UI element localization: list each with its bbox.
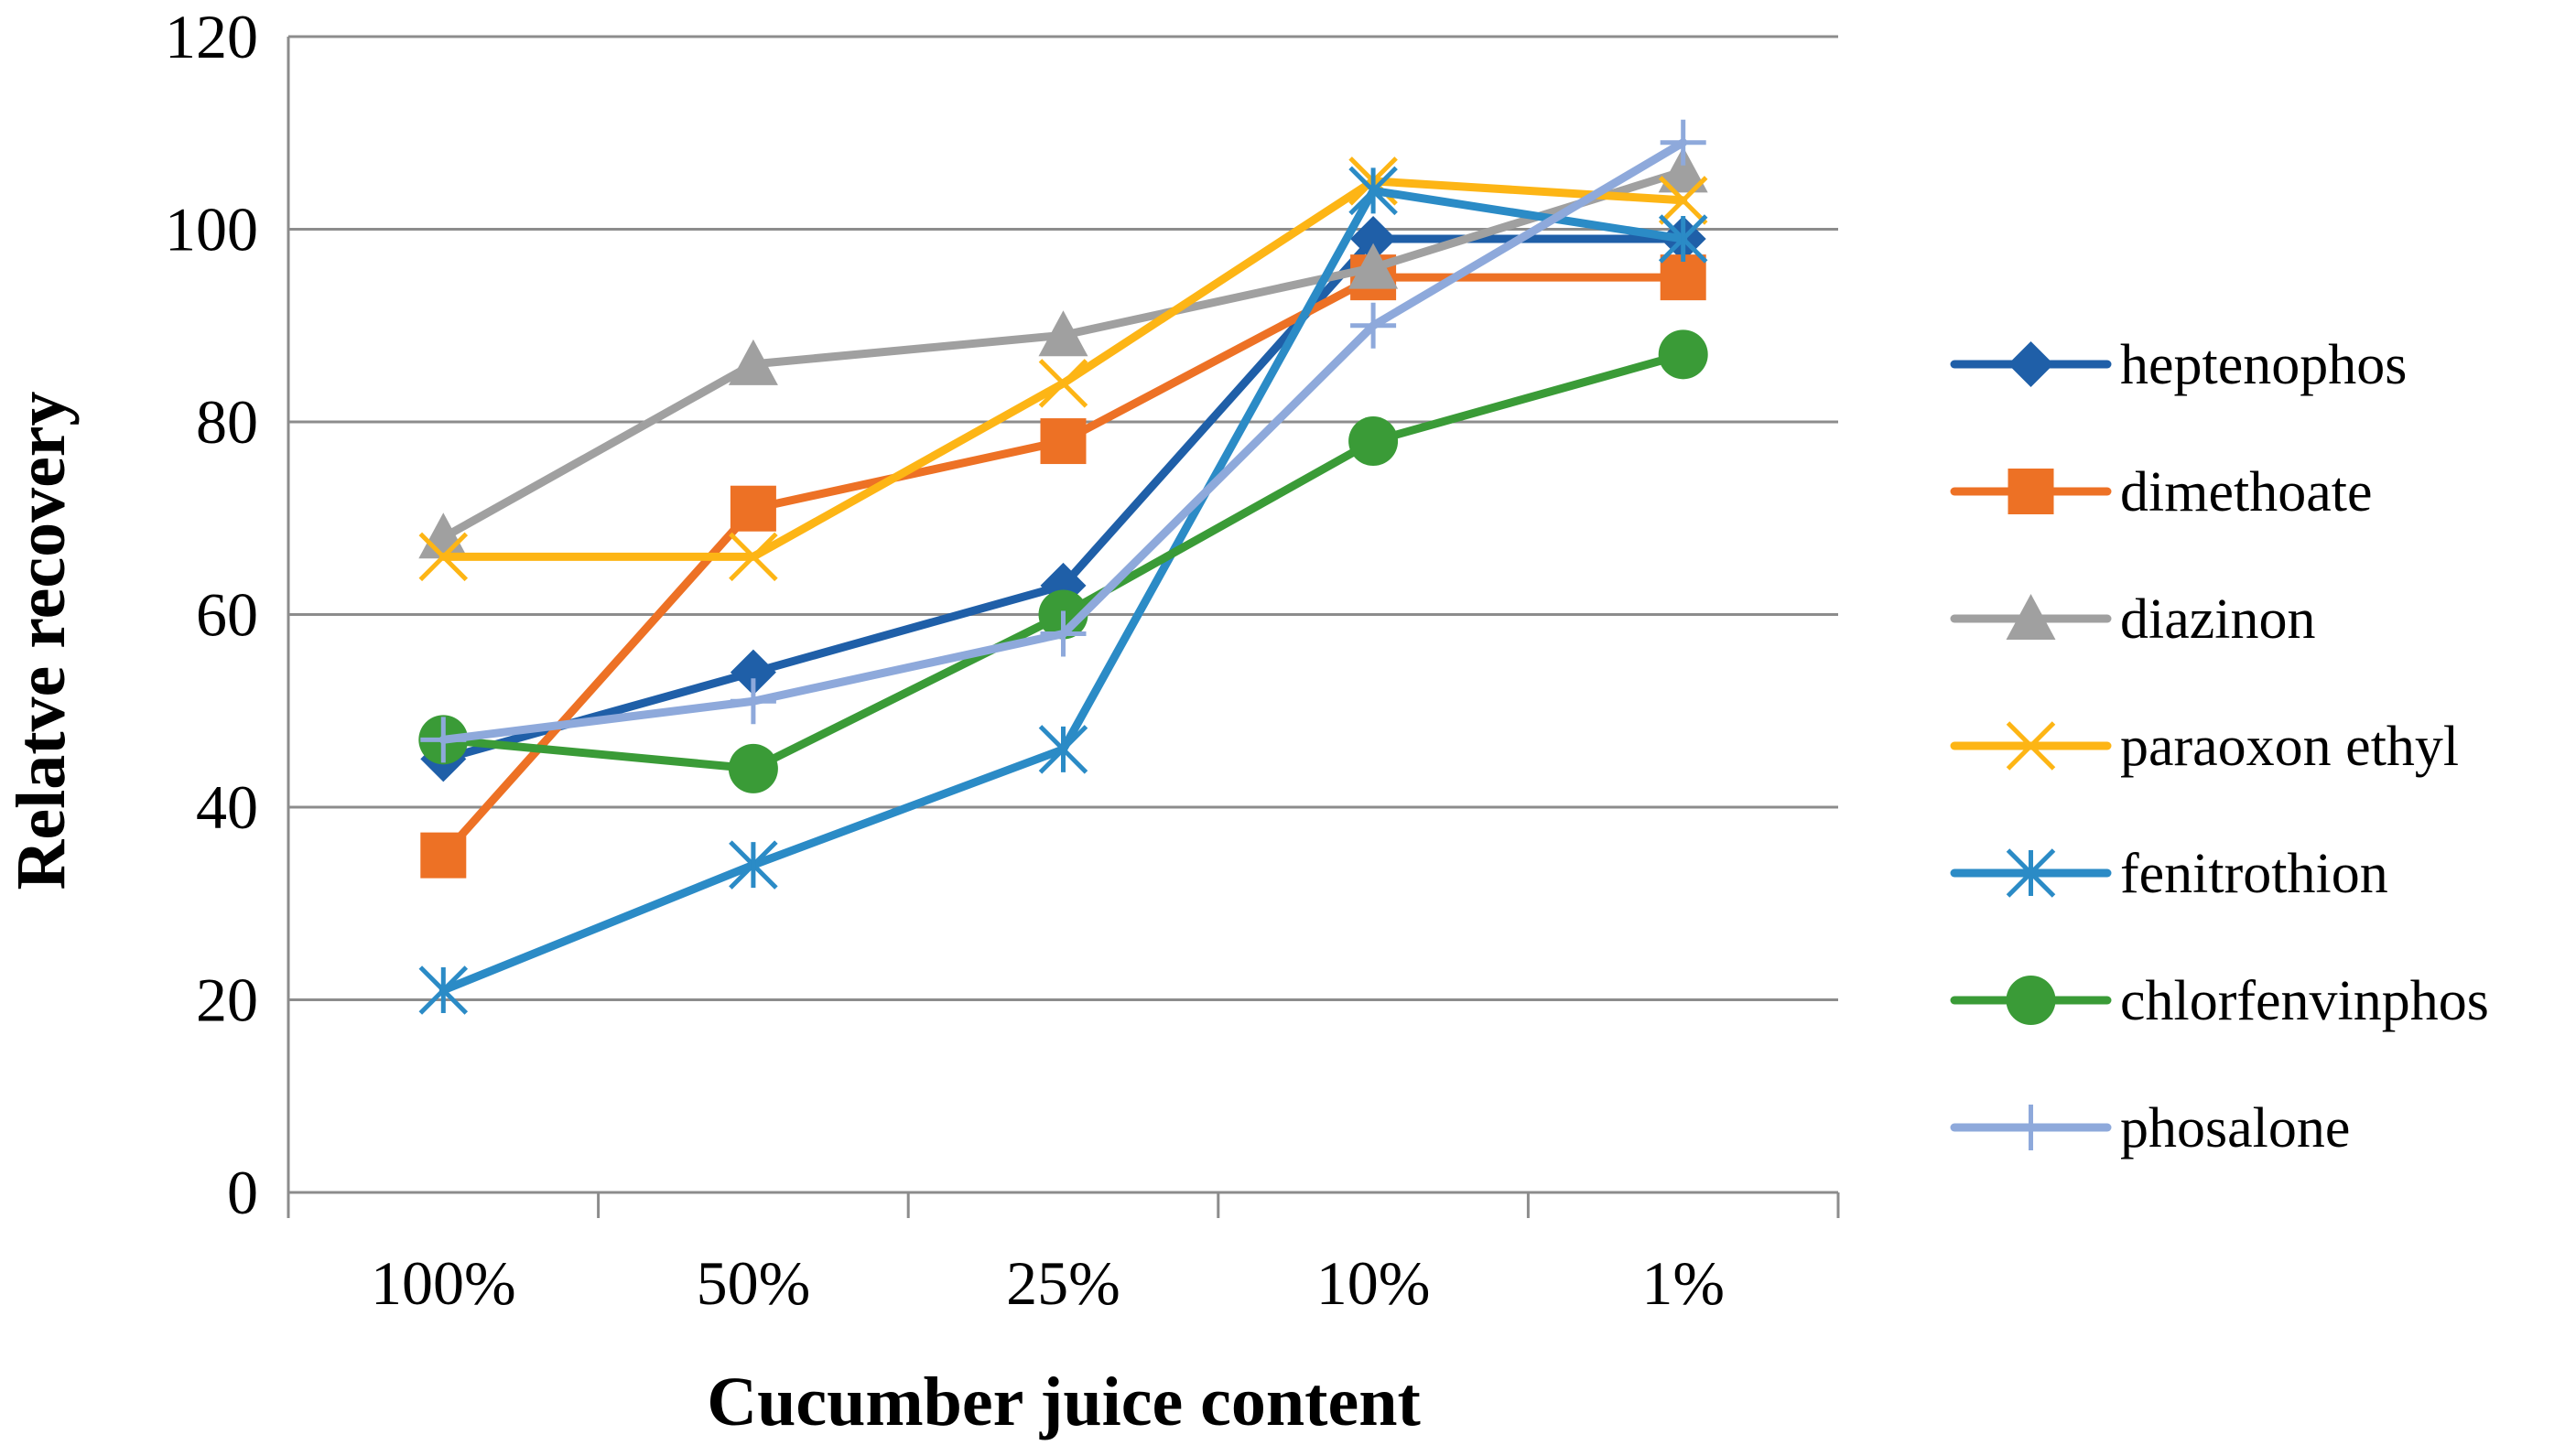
data-point [728, 743, 778, 793]
axes: 0 20 40 60 80 100 120 100% 50% 25% 10% 1% [165, 2, 1840, 1318]
x-tick-label: 1% [1641, 1248, 1725, 1318]
y-tick-label: 0 [227, 1158, 258, 1227]
marker-stroke [1038, 359, 1088, 408]
legend-item: diazinon [1950, 588, 2316, 651]
legend-label: phosalone [2120, 1097, 2350, 1159]
y-tick-label: 60 [196, 580, 258, 650]
legend-marker [2006, 594, 2056, 640]
series-phosalone [420, 119, 1706, 763]
legend-item: fenitrothion [1950, 843, 2388, 905]
data-point [1658, 176, 1708, 225]
legend-marker [2006, 721, 2056, 771]
legend-label: heptenophos [2120, 334, 2407, 396]
x-tick-label: 50% [697, 1248, 811, 1318]
series-lines [418, 119, 1708, 1015]
data-point [1348, 166, 1398, 216]
series-chlorfenvinphos [418, 329, 1708, 793]
legend-marker [2008, 341, 2054, 387]
data-point [1660, 119, 1706, 166]
data-point [420, 832, 467, 879]
marker-stroke [729, 532, 778, 582]
legend-marker [2008, 1105, 2054, 1150]
data-point [1660, 254, 1706, 301]
data-point [418, 965, 469, 1015]
data-point [418, 532, 469, 582]
legend-item: paraoxon ethyl [1950, 716, 2459, 778]
legend-marker [2006, 848, 2056, 898]
y-tick-label: 20 [196, 965, 258, 1035]
data-point [1658, 329, 1708, 380]
gridlines [288, 35, 1838, 1001]
x-axis-title: Cucumber juice content [707, 1364, 1421, 1440]
marker-stroke [1658, 176, 1708, 225]
data-point [730, 485, 776, 532]
data-point [420, 717, 467, 763]
legend-item: chlorfenvinphos [1950, 970, 2489, 1032]
data-point [1040, 418, 1087, 465]
legend-label: dimethoate [2120, 461, 2372, 523]
data-point [1040, 610, 1087, 657]
data-point [1038, 310, 1088, 357]
y-axis-title: Relatve recovery [3, 391, 80, 890]
data-point [729, 840, 778, 890]
data-point [730, 678, 776, 725]
data-point [1350, 216, 1397, 263]
data-point [418, 512, 469, 559]
data-point [1348, 416, 1399, 467]
marker-stroke [2006, 721, 2056, 771]
legend-marker [2006, 976, 2056, 1025]
x-tick-label: 100% [371, 1248, 516, 1318]
data-point [728, 339, 778, 385]
series-fenitrothion [418, 166, 1708, 1015]
legend-label: fenitrothion [2120, 843, 2388, 905]
legend-item: phosalone [1950, 1097, 2350, 1159]
legend-marker [2008, 469, 2054, 514]
data-point [1038, 725, 1088, 774]
data-point [730, 649, 776, 696]
legend: heptenophos dimethoate diazinon paraoxon et… [1950, 334, 2489, 1159]
legend-item: heptenophos [1950, 334, 2407, 396]
legend-item: dimethoate [1950, 461, 2372, 523]
series-heptenophos [420, 216, 1706, 782]
y-tick-label: 120 [165, 2, 258, 71]
data-point [1658, 214, 1708, 264]
series-dimethoate [420, 254, 1706, 879]
data-point [729, 532, 778, 582]
x-tick-label: 10% [1316, 1248, 1431, 1318]
x-tick-label: 25% [1006, 1248, 1120, 1318]
legend-label: paraoxon ethyl [2120, 716, 2459, 778]
legend-label: diazinon [2120, 588, 2316, 651]
data-point [1038, 359, 1088, 408]
y-tick-label: 40 [196, 772, 258, 842]
y-tick-label: 100 [165, 195, 258, 264]
legend-label: chlorfenvinphos [2120, 970, 2489, 1032]
data-point [1658, 146, 1708, 193]
y-tick-label: 80 [196, 387, 258, 457]
data-point [1348, 243, 1399, 289]
marker-stroke [418, 532, 469, 582]
data-point [1350, 302, 1397, 349]
